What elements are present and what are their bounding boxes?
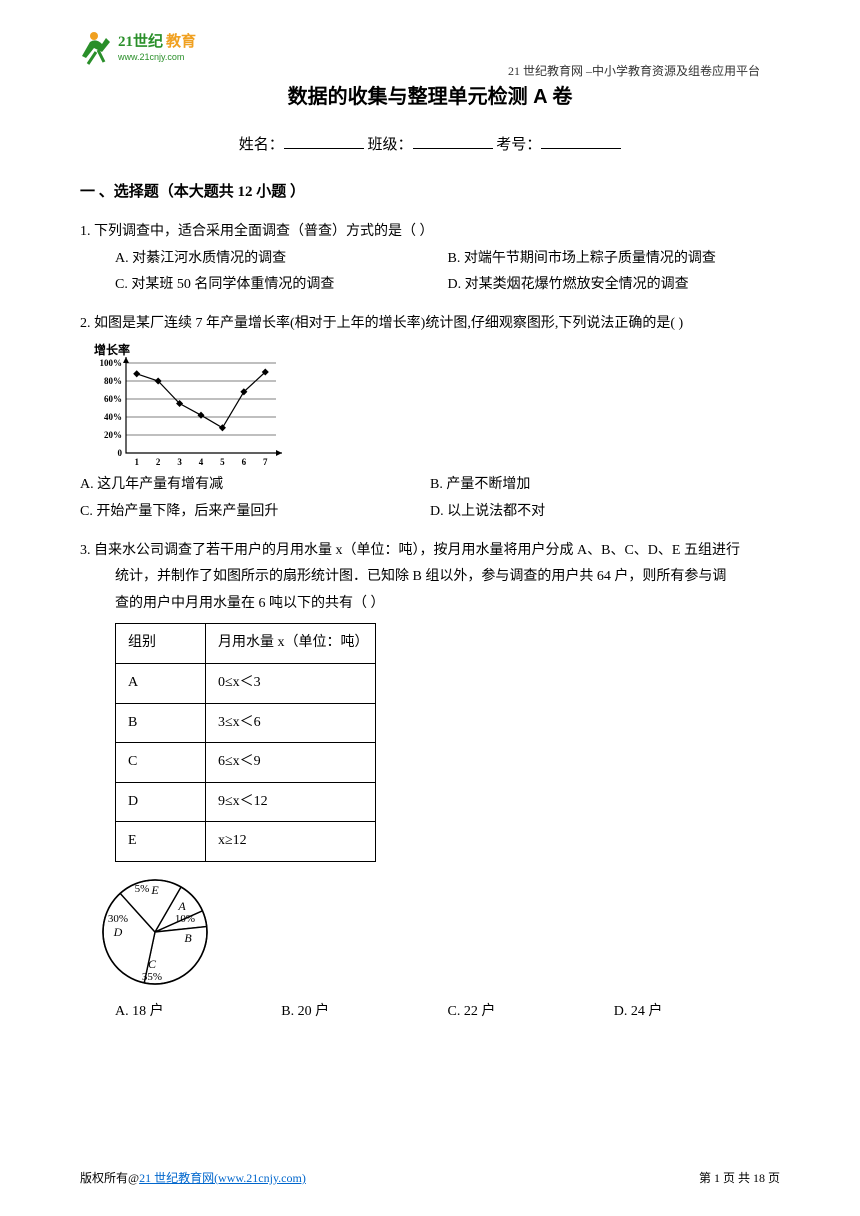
svg-text:B: B [184,931,192,945]
header-tagline: 21 世纪教育网 –中小学教育资源及组卷应用平台 [508,62,760,79]
page-footer: 版权所有@21 世纪教育网(www.21cnjy.com) 第 1 页 共 18… [80,1163,780,1186]
svg-text:3: 3 [177,457,182,467]
q3-th-group: 组别 [116,624,206,664]
svg-text:60%: 60% [104,394,122,404]
q1-opt-c: C. 对某班 50 名同学体重情况的调查 [115,272,448,299]
svg-text:1: 1 [134,457,139,467]
svg-text:D: D [113,925,123,939]
q3-table: 组别 月用水量 x（单位：吨） A0≤x＜3B3≤x＜6C6≤x＜9D9≤x＜1… [115,623,376,862]
class-label: 班级： [367,137,412,153]
q3-opt-c: C. 22 户 [448,999,614,1026]
q2-chart: 增长率 020%40%60%80%100%1234567 [88,343,288,468]
q3-th-range: 月用水量 x（单位：吨） [206,624,376,664]
class-blank[interactable] [413,134,493,149]
footer-copyright: 版权所有@21 世纪教育网(www.21cnjy.com) [80,1169,306,1186]
table-row: Ex≥12 [116,822,376,862]
name-blank[interactable] [284,134,364,149]
svg-text:30%: 30% [108,913,128,925]
svg-text:4: 4 [199,457,204,467]
question-3: 3. 自来水公司调查了若干用户的月用水量 x（单位：吨），按月用水量将用户分成 … [80,538,780,1026]
logo-text: 21世纪 [118,32,163,50]
q3-pie-chart: A10% E5% D30% C35% B [90,870,230,995]
svg-text:5: 5 [220,457,225,467]
q2-opt-d: D. 以上说法都不对 [430,499,780,526]
table-row: C6≤x＜9 [116,743,376,783]
svg-text:A: A [177,899,186,913]
svg-text:35%: 35% [142,971,162,983]
svg-text:10%: 10% [175,913,195,925]
q3-stem-2: 统计，并制作了如图所示的扇形统计图．已知除 B 组以外，参与调查的用户共 64 … [80,564,780,591]
svg-text:E: E [150,883,159,897]
svg-text:6: 6 [242,457,247,467]
footer-page-number: 第 1 页 共 18 页 [699,1169,780,1186]
q3-opt-b: B. 20 户 [281,999,447,1026]
table-row: A0≤x＜3 [116,663,376,703]
svg-text:2: 2 [156,457,161,467]
form-line: 姓名： 班级： 考号： [80,133,780,154]
q1-stem: 1. 下列调查中，适合采用全面调查（普查）方式的是（ ） [80,219,780,246]
q1-opt-d: D. 对某类烟花爆竹燃放安全情况的调查 [448,272,781,299]
svg-text:7: 7 [263,457,268,467]
q3-stem-3: 查的用户中月用水量在 6 吨以下的共有（ ） [80,591,780,618]
svg-text:教育: 教育 [165,32,196,50]
q2-opt-a: A. 这几年产量有增有减 [80,472,430,499]
site-logo: 21世纪 教育 www.21cnjy.com [80,28,230,68]
q3-stem-1: 3. 自来水公司调查了若干用户的月用水量 x（单位：吨），按月用水量将用户分成 … [80,538,780,565]
q1-opt-b: B. 对端午节期间市场上粽子质量情况的调查 [448,246,781,273]
examno-label: 考号： [496,137,541,153]
q2-ylabel: 增长率 [94,339,130,362]
footer-link[interactable]: 21 世纪教育网(www.21cnjy.com) [139,1171,306,1185]
footer-prefix: 版权所有@ [80,1171,139,1185]
svg-text:C: C [148,957,157,971]
q2-opt-c: C. 开始产量下降，后来产量回升 [80,499,430,526]
table-row: B3≤x＜6 [116,703,376,743]
examno-blank[interactable] [541,134,621,149]
svg-text:0: 0 [118,448,123,458]
question-1: 1. 下列调查中，适合采用全面调查（普查）方式的是（ ） A. 对綦江河水质情况… [80,219,780,299]
name-label: 姓名： [239,137,284,153]
table-row: D9≤x＜12 [116,782,376,822]
section-header-1: 一 、选择题（本大题共 12 小题 ） [80,180,780,201]
logo-svg: 21世纪 教育 www.21cnjy.com [80,28,230,68]
q3-opt-d: D. 24 户 [614,999,780,1026]
page-title: 数据的收集与整理单元检测 A 卷 [80,80,780,109]
svg-text:20%: 20% [104,430,122,440]
q1-opt-a: A. 对綦江河水质情况的调查 [115,246,448,273]
svg-text:40%: 40% [104,412,122,422]
question-2: 2. 如图是某厂连续 7 年产量增长率(相对于上年的增长率)统计图,仔细观察图形… [80,311,780,526]
q3-opt-a: A. 18 户 [115,999,281,1026]
svg-text:5%: 5% [135,883,150,895]
svg-text:80%: 80% [104,376,122,386]
svg-text:www.21cnjy.com: www.21cnjy.com [117,52,184,62]
q2-opt-b: B. 产量不断增加 [430,472,780,499]
q2-stem: 2. 如图是某厂连续 7 年产量增长率(相对于上年的增长率)统计图,仔细观察图形… [80,311,780,338]
